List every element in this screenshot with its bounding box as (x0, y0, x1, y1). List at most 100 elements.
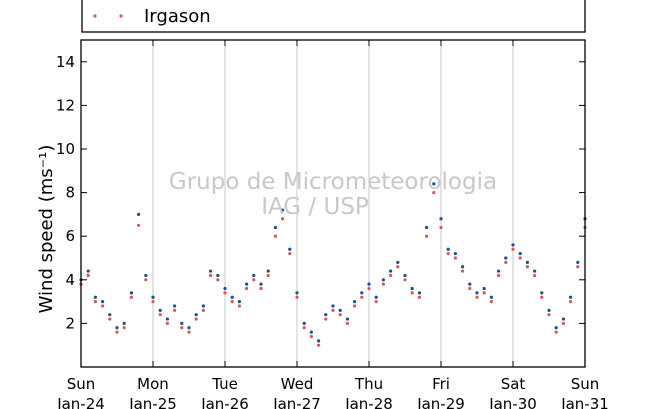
point-1-30 (295, 291, 299, 295)
point-1-23 (245, 282, 249, 286)
point-1-4 (108, 313, 112, 317)
point-1-44 (396, 260, 400, 264)
point-1-29 (288, 247, 292, 251)
legend-marker-dot-1 (93, 14, 97, 18)
point-0-12 (165, 321, 169, 325)
point-0-43 (389, 273, 393, 278)
point-1-39 (360, 291, 364, 295)
point-0-3 (101, 304, 105, 308)
point-0-27 (273, 234, 277, 238)
point-0-31 (302, 326, 306, 330)
point-0-28 (281, 217, 285, 221)
point-0-40 (367, 286, 371, 291)
point-1-14 (180, 321, 184, 325)
point-1-24 (252, 273, 256, 278)
point-1-49 (432, 182, 436, 186)
point-0-63 (533, 273, 537, 278)
point-1-41 (374, 295, 378, 299)
xtick-day-5: Fri (432, 375, 450, 393)
point-0-56 (482, 291, 486, 295)
point-0-41 (374, 300, 378, 304)
point-1-66 (554, 326, 558, 330)
xtick-date-4: Jan-28 (344, 395, 393, 409)
point-0-50 (439, 225, 443, 230)
point-0-38 (353, 304, 357, 308)
point-0-9 (144, 278, 148, 282)
point-0-30 (295, 295, 299, 299)
ytick-label-5: 12 (56, 96, 75, 114)
point-1-57 (489, 295, 493, 299)
watermark-line-1: Grupo de Micrometeorologia (169, 169, 497, 195)
point-0-17 (201, 308, 205, 312)
point-1-28 (281, 208, 285, 212)
point-1-9 (144, 273, 148, 278)
point-1-35 (331, 304, 335, 308)
point-1-31 (302, 321, 306, 325)
point-0-67 (561, 321, 566, 325)
point-0-2 (93, 300, 97, 304)
point-1-43 (389, 269, 393, 273)
point-1-33 (317, 339, 321, 343)
point-0-44 (396, 265, 400, 269)
point-0-58 (497, 273, 501, 278)
point-0-60 (511, 247, 515, 251)
point-0-47 (417, 295, 421, 299)
point-0-51 (446, 252, 450, 256)
xtick-date-6: Jan-30 (488, 395, 537, 409)
point-0-52 (453, 256, 457, 260)
ytick-label-1: 4 (65, 271, 75, 289)
ytick-label-2: 6 (65, 227, 75, 245)
point-1-69 (576, 260, 580, 264)
point-1-22 (237, 300, 241, 304)
point-1-64 (540, 291, 544, 295)
point-1-67 (561, 317, 566, 321)
point-1-21 (230, 295, 234, 299)
xtick-day-1: Mon (137, 375, 169, 393)
point-1-1 (86, 269, 90, 273)
point-0-19 (216, 278, 220, 282)
vertical-gridlines (152, 40, 514, 367)
point-0-13 (173, 308, 177, 312)
point-1-55 (475, 291, 479, 295)
point-1-53 (461, 265, 465, 269)
point-1-52 (453, 252, 457, 256)
point-1-38 (353, 300, 357, 304)
point-0-36 (338, 313, 342, 317)
ytick-label-0: 2 (65, 314, 75, 332)
point-1-48 (425, 225, 429, 230)
point-0-66 (554, 330, 558, 334)
point-1-36 (338, 308, 342, 312)
point-0-64 (540, 295, 544, 299)
point-1-5 (115, 326, 119, 330)
point-1-25 (259, 282, 263, 286)
point-1-32 (309, 330, 313, 334)
point-1-16 (194, 313, 198, 317)
point-0-61 (518, 256, 522, 260)
point-0-57 (489, 300, 493, 304)
point-1-26 (266, 269, 270, 273)
point-1-19 (216, 273, 220, 278)
ytick-label-3: 8 (65, 184, 75, 202)
watermark: Grupo de Micrometeorologia IAG / USP (169, 169, 497, 220)
point-0-37 (345, 321, 349, 325)
watermark-line-2: IAG / USP (261, 194, 369, 220)
legend-box (81, 0, 586, 33)
point-0-6 (122, 326, 126, 330)
point-0-11 (158, 313, 162, 317)
legend-marker-dot-2 (119, 14, 123, 18)
point-1-68 (569, 295, 573, 299)
point-0-45 (403, 278, 407, 282)
point-0-53 (461, 269, 465, 273)
point-1-51 (446, 247, 450, 251)
xtick-day-0: Sun (67, 375, 96, 393)
point-1-15 (187, 326, 191, 330)
point-1-42 (381, 278, 385, 282)
point-0-24 (252, 278, 256, 282)
point-1-20 (223, 286, 227, 291)
point-1-62 (525, 260, 530, 264)
point-0-5 (115, 330, 119, 334)
point-1-17 (201, 304, 205, 308)
xtick-date-5: Jan-29 (416, 395, 465, 409)
point-0-16 (194, 317, 198, 321)
